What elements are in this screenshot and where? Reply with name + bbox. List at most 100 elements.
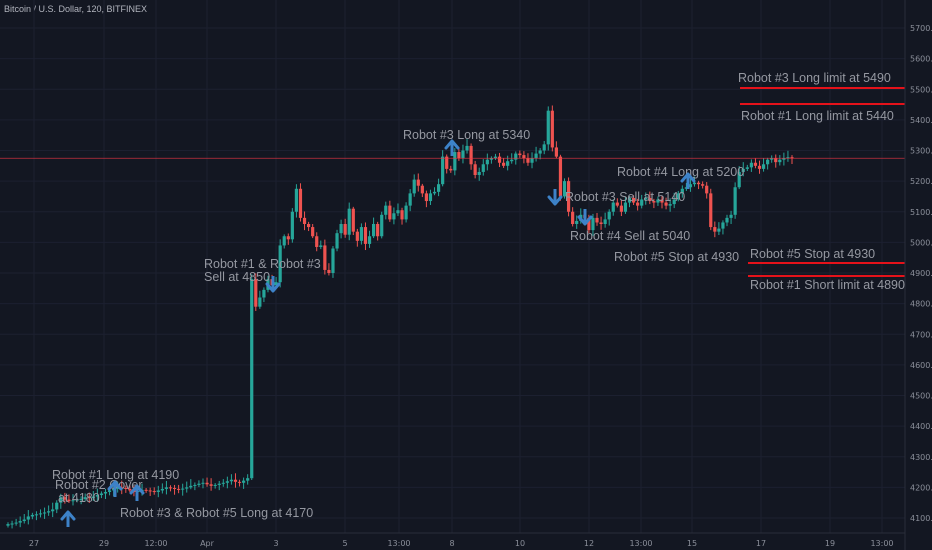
price-tick-label: 4400.0 xyxy=(910,422,932,431)
candle-body xyxy=(489,158,493,160)
time-tick-label: 12:00 xyxy=(144,539,167,548)
candle-body xyxy=(770,158,774,160)
candle-body xyxy=(371,224,376,237)
candle-body xyxy=(205,482,209,485)
price-tick-label: 4200.0 xyxy=(910,483,932,492)
candle-body xyxy=(725,217,729,223)
candle-body xyxy=(623,202,628,212)
candle-body xyxy=(493,156,498,159)
candle-body xyxy=(286,236,290,240)
price-tick-label: 4900.0 xyxy=(910,269,932,278)
price-tick-label: 4500.0 xyxy=(910,392,932,401)
price-tick-label: 5000.0 xyxy=(910,238,932,247)
candle-body xyxy=(506,161,510,166)
candle-body xyxy=(388,205,392,220)
candle-body xyxy=(696,182,701,185)
time-tick-label: 17 xyxy=(756,539,766,548)
candle-body xyxy=(262,289,266,298)
annotation-label: Robot #2 Cover xyxy=(55,478,143,492)
candle-body xyxy=(485,159,489,165)
candle-body xyxy=(384,205,388,215)
candle-body xyxy=(298,188,303,218)
candle-body xyxy=(510,159,514,162)
candle-body xyxy=(14,522,18,524)
candle-body xyxy=(664,202,668,206)
candle-body xyxy=(83,497,87,500)
candle-body xyxy=(461,150,465,159)
time-axis[interactable]: 27 29 12:00 Apr 3 5 13:00 8 10 12 13:00 15 17 19 13:00 xyxy=(0,532,905,548)
candle-body xyxy=(250,279,254,479)
candle-body xyxy=(327,269,331,273)
candle-body xyxy=(607,211,611,220)
candle-body xyxy=(116,487,120,489)
buy-arrow-icon xyxy=(60,510,76,527)
candle-body xyxy=(753,162,758,166)
candle-body xyxy=(530,158,534,163)
candle-body xyxy=(164,487,169,489)
candle-body xyxy=(42,512,47,514)
candle-body xyxy=(761,164,766,169)
candle-body xyxy=(514,153,518,160)
annotation-label: Robot #4 Sell at 5040 xyxy=(570,229,690,243)
candle-body xyxy=(376,224,380,237)
time-tick-label: 13:00 xyxy=(629,539,652,548)
candle-body xyxy=(652,201,656,203)
candle-body xyxy=(558,156,563,197)
candle-body xyxy=(91,496,95,499)
candle-body xyxy=(229,479,234,482)
price-tick-label: 5200.0 xyxy=(910,177,932,186)
candle-body xyxy=(75,499,79,501)
time-tick-label: 10 xyxy=(515,539,525,548)
candle-body xyxy=(526,158,530,163)
annotation-label: Robot #1 & Robot #3 xyxy=(204,257,321,271)
annotation-label: Robot #5 Stop at 4930 xyxy=(614,250,739,264)
buy-arrow-icon xyxy=(129,484,145,501)
candle-body xyxy=(319,245,323,247)
candle-body xyxy=(550,110,554,148)
candle-body xyxy=(701,184,705,186)
candle-body xyxy=(400,210,404,220)
candle-body xyxy=(713,227,717,232)
sell-arrow-icon xyxy=(547,189,563,206)
candle-body xyxy=(290,211,294,240)
candle-body xyxy=(766,159,770,165)
candle-body xyxy=(733,187,737,215)
candle-body xyxy=(566,181,571,212)
price-axis[interactable]: 5700.0 5600.0 5500.0 5400.0 5300.0 5200.0 5100… xyxy=(904,0,932,550)
candle-body xyxy=(729,214,733,218)
time-tick-label: 5 xyxy=(342,539,347,548)
candles xyxy=(6,105,794,529)
time-tick-label: 15 xyxy=(687,539,697,548)
candle-body xyxy=(331,248,335,273)
candle-body xyxy=(571,211,575,224)
candle-body xyxy=(185,487,189,489)
candle-body xyxy=(473,164,477,175)
candle-body xyxy=(786,157,790,159)
price-axis-bg xyxy=(905,0,932,550)
candle-body xyxy=(501,162,506,166)
candle-body xyxy=(26,516,30,520)
annotation-label: Robot #1 Long at 4190 xyxy=(52,468,179,482)
candle-body xyxy=(640,199,644,206)
candle-body xyxy=(107,490,112,492)
candle-body xyxy=(339,224,343,234)
sell-arrow-icon xyxy=(265,276,281,293)
candle-body xyxy=(477,171,481,175)
candle-body xyxy=(790,157,794,159)
candle-body xyxy=(213,484,217,486)
candle-body xyxy=(237,481,242,483)
price-tick-label: 5100.0 xyxy=(910,208,932,217)
candle-body xyxy=(436,184,441,192)
candle-body xyxy=(278,245,282,283)
candle-body xyxy=(782,158,786,160)
price-tick-label: 4300.0 xyxy=(910,453,932,462)
candle-body xyxy=(160,488,164,491)
time-tick-label: 27 xyxy=(29,539,39,548)
candle-body xyxy=(221,482,225,484)
candle-body xyxy=(156,490,160,492)
candle-body xyxy=(745,167,749,169)
candle-body xyxy=(412,179,416,194)
candle-body xyxy=(10,523,14,525)
candle-body xyxy=(38,513,43,515)
